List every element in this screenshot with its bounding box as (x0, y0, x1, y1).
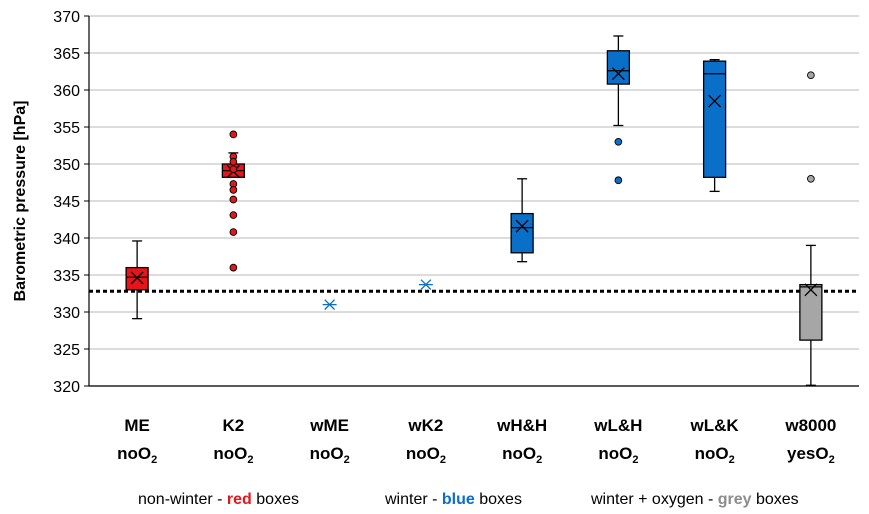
y-tick-label-320: 320 (53, 379, 80, 396)
box-me (125, 240, 149, 320)
legend-winter: winter - blue boxes (384, 491, 522, 508)
box-body (606, 50, 631, 85)
y-tick-label-340: 340 (53, 231, 80, 248)
y-tick-label-345: 345 (53, 194, 80, 211)
outlier-point-8 (229, 228, 238, 236)
category-gas-label-wl-h: noO2 (598, 444, 638, 466)
mean-marker-b (515, 219, 529, 233)
outlier-point-2 (229, 157, 238, 166)
outlier-point-7 (229, 211, 238, 219)
mean-marker-b (130, 271, 144, 285)
y-tick-label-330: 330 (53, 305, 80, 322)
box-body (510, 212, 534, 254)
category-label-w8000: w8000 (784, 416, 836, 435)
legend-non-winter: non-winter - red boxes (138, 491, 299, 508)
mean-marker-b (611, 67, 625, 81)
y-tick-labels: 320 325 330 335 340 345 350 355 360 365 370 (53, 9, 80, 396)
y-tick-label-365: 365 (53, 46, 80, 63)
outlier-point-0 (807, 71, 815, 80)
boxes-group (125, 35, 823, 386)
y-tick-label-350: 350 (53, 157, 80, 174)
outlier-point-1 (807, 174, 815, 183)
category-label-wk2: wK2 (407, 416, 443, 435)
outlier-point-0 (614, 137, 623, 146)
category-label-me: ME (124, 416, 150, 435)
category-gas-label-wl-k: noO2 (695, 444, 735, 466)
mean-marker-b (708, 94, 722, 108)
category-gas-label-wk2: noO2 (406, 444, 446, 466)
category-gas-label-wme: noO2 (310, 444, 350, 466)
category-gas-label-k2: noO2 (213, 444, 253, 466)
category-label-wh-h: wH&H (496, 416, 547, 435)
y-tick-label-355: 355 (53, 120, 80, 137)
box-wk2 (418, 279, 433, 290)
outlier-point-1 (614, 176, 623, 185)
mean-star-d2 (420, 279, 432, 290)
category-label-wl-k: wL&K (690, 416, 740, 435)
category-label-k2: K2 (223, 416, 245, 435)
category-gas-label-w8000: yesO2 (787, 444, 835, 466)
axes-group (88, 16, 859, 387)
box-wme (322, 299, 337, 310)
y-axis-label: Barometric pressure [hPa] (12, 101, 29, 302)
category-labels: ME noO2 K2 noO2 wME noO2 wK2 noO2 wH&H noO2 wL&H no… (117, 416, 836, 466)
y-tick-label-325: 325 (53, 342, 80, 359)
outlier-point-0 (229, 130, 238, 139)
box-k2 (221, 130, 246, 272)
box-wh-h (510, 178, 534, 263)
outlier-point-6 (229, 195, 238, 204)
mean-star-d2 (324, 299, 335, 310)
outlier-point-5 (229, 186, 238, 194)
category-gas-label-wh-h: noO2 (502, 444, 542, 466)
outlier-point-9 (229, 263, 238, 272)
box-wl-k (702, 59, 727, 193)
legend-winter-oxygen: winter + oxygen - grey boxes (590, 491, 799, 508)
category-label-wme: wME (309, 416, 349, 435)
gridlines (84, 15, 859, 387)
y-tick-label-335: 335 (53, 268, 80, 285)
category-label-wl-h: wL&H (593, 416, 642, 435)
box-body (702, 60, 727, 178)
box-w8000 (799, 71, 823, 386)
mean-marker-b (804, 283, 818, 297)
outlier-point-3 (229, 165, 238, 174)
y-tick-label-360: 360 (53, 83, 80, 100)
group-legend: non-winter - red boxes winter - blue box… (138, 491, 799, 508)
box-wl-h (606, 35, 631, 185)
box-body (799, 283, 823, 341)
y-tick-label-370: 370 (53, 9, 80, 26)
category-gas-label-me: noO2 (117, 444, 157, 466)
